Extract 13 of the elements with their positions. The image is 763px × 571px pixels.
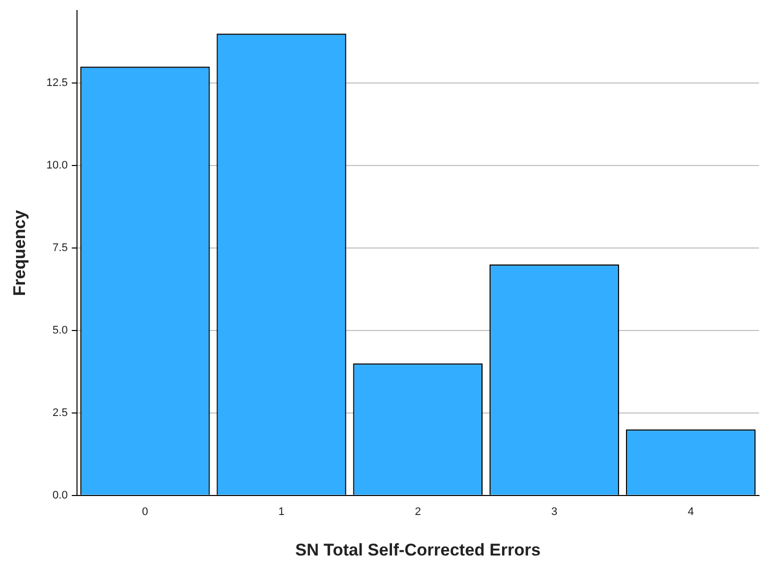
y-tick-label: 7.5 xyxy=(52,242,68,254)
x-tick-label: 4 xyxy=(688,506,694,518)
y-tick-label: 2.5 xyxy=(52,406,68,419)
y-tick-label: 10.0 xyxy=(46,160,68,172)
y-tick-label: 12.5 xyxy=(46,77,68,90)
x-axis-title: SN Total Self-Corrected Errors xyxy=(295,540,541,560)
x-tick-label: 3 xyxy=(551,506,558,518)
y-tick-label: 0.0 xyxy=(52,489,68,502)
y-axis-title: Frequency xyxy=(10,209,29,296)
x-tick-label: 2 xyxy=(414,506,421,518)
y-tick-label: 5.0 xyxy=(52,324,68,337)
x-tick-label: 0 xyxy=(142,506,148,518)
x-tick-label: 1 xyxy=(278,506,285,518)
